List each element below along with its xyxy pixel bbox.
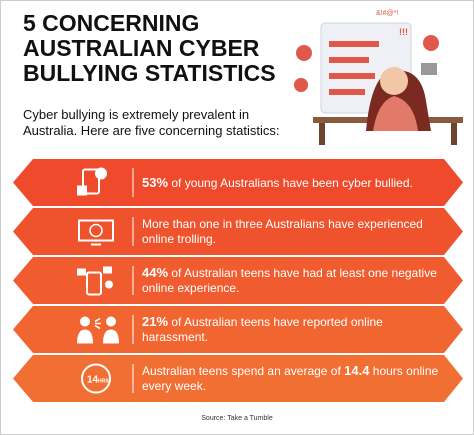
bold-text: 21%: [142, 314, 169, 329]
ribbon: [13, 306, 463, 353]
icon-text: 14: [87, 375, 99, 386]
title: 5 CONCERNING AUSTRALIAN CYBER BULLYING STA…: [23, 11, 276, 86]
ribbon: [13, 159, 463, 206]
item-text: Australian teens spend an average of 14.…: [142, 363, 442, 394]
ribbon: [13, 355, 463, 402]
item-text: More than one in three Australians have …: [142, 217, 442, 247]
text-line: 5 CONCERNING: [23, 10, 200, 36]
item-text: 53% of young Australians have been cyber…: [142, 175, 442, 191]
bold-text: 53%: [142, 174, 169, 190]
text: More than one in three Australians have …: [142, 216, 423, 246]
text-line: AUSTRALIAN CYBER: [23, 35, 260, 61]
illustration: &!#@*! !!!: [294, 10, 463, 145]
ribbon: [13, 208, 463, 255]
icon: [78, 219, 114, 246]
item-text: 21% of Australian teens have reported on…: [142, 314, 442, 345]
ribbon: [13, 257, 463, 304]
exclaim-text: !!!: [399, 27, 408, 37]
curse-text: &!#@*!: [376, 10, 398, 17]
text: Australian teens spend an average of: [142, 364, 345, 378]
icon: [81, 363, 111, 394]
bold-text: 44%: [142, 265, 169, 280]
icon: [77, 266, 113, 296]
text: of Australian teens have reported online…: [142, 315, 383, 344]
text: of Australian teens have had at least on…: [142, 266, 437, 295]
icon: [77, 316, 119, 344]
text: hours online every week.: [142, 364, 439, 393]
text: of young Australians have been cyber bul…: [168, 175, 413, 190]
text-line: BULLYING STATISTICS: [23, 60, 276, 86]
text-line: Cyber bullying is extremely prevalent in: [23, 107, 250, 122]
text-line: Australia. Here are five concerning stat…: [23, 123, 280, 138]
bold-text: 14.4: [344, 363, 370, 378]
subtitle: Cyber bullying is extremely prevalent in…: [23, 107, 280, 139]
icon: [77, 167, 107, 196]
item-text: 44% of Australian teens have had at leas…: [142, 265, 442, 296]
icon-text: HRS: [98, 379, 109, 385]
source: Source: Take a Tumble: [201, 415, 273, 422]
